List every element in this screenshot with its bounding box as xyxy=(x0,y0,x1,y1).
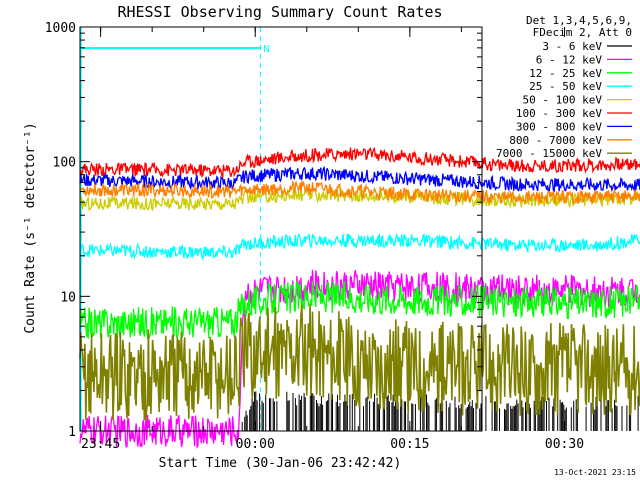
series-6-12-kev xyxy=(79,269,640,450)
series-trace xyxy=(79,304,640,421)
legend-item: 800 - 7000 keV xyxy=(509,134,632,147)
legend-header-line: FDecim 2, Att 0 xyxy=(533,26,632,39)
x-axis-label: Start Time (30-Jan-06 23:42:42) xyxy=(159,456,402,471)
y-tick-label: 100 xyxy=(53,156,76,171)
legend-item: 12 - 25 keV xyxy=(529,67,632,80)
annotations: NS xyxy=(263,44,269,55)
legend-label: 25 - 50 keV xyxy=(529,80,602,93)
legend-item: 3 - 6 keV xyxy=(542,40,632,53)
chart-title: RHESSI Observing Summary Count Rates xyxy=(117,3,442,21)
annotation-n: N xyxy=(263,44,269,55)
legend-item: 25 - 50 keV xyxy=(529,80,632,93)
legend-label: 300 - 800 keV xyxy=(516,120,602,133)
legend-header-line: Det 1,3,4,5,6,9, xyxy=(526,14,632,27)
series-trace xyxy=(79,269,640,450)
x-tick-label: 00:00 xyxy=(236,437,275,452)
legend: Det 1,3,4,5,6,9,FDecim 2, Att 03 - 6 keV… xyxy=(496,14,632,160)
legend-item: 100 - 300 keV xyxy=(516,107,632,120)
legend-label: 800 - 7000 keV xyxy=(509,134,602,147)
legend-item: 300 - 800 keV xyxy=(516,120,632,133)
legend-item: 50 - 100 keV xyxy=(523,94,632,107)
series-trace xyxy=(80,180,640,205)
y-tick: 1000 xyxy=(45,21,482,36)
y-tick: 10 xyxy=(60,290,482,305)
legend-label: 6 - 12 keV xyxy=(536,53,603,66)
y-tick-label: 1 xyxy=(68,425,76,440)
x-tick: 00:30 xyxy=(545,27,584,452)
x-tick-label: 00:15 xyxy=(390,437,429,452)
legend-item: 6 - 12 keV xyxy=(536,53,632,66)
series-7000-15000-kev xyxy=(79,304,640,421)
axes xyxy=(79,26,483,432)
series-trace xyxy=(79,232,640,262)
y-axis-label: Count Rate (s⁻¹ detector⁻¹) xyxy=(23,122,38,333)
series-300-800-kev xyxy=(79,165,640,193)
series-800-7000-kev xyxy=(80,180,640,205)
legend-label: 12 - 25 keV xyxy=(529,67,602,80)
x-tick-label: 23:45 xyxy=(81,437,120,452)
y-tick-label: 1000 xyxy=(45,21,76,36)
series-layer xyxy=(79,146,640,450)
legend-label: 50 - 100 keV xyxy=(523,94,603,107)
legend-item: 7000 - 15000 keV xyxy=(496,147,632,160)
series-3-6-kev xyxy=(241,391,639,431)
x-tick-label: 00:30 xyxy=(545,437,584,452)
series-25-50-kev xyxy=(79,232,640,262)
series-100-300-kev xyxy=(79,146,640,180)
legend-label: 7000 - 15000 keV xyxy=(496,147,602,160)
series-trace xyxy=(79,165,640,193)
plot-frame xyxy=(79,26,483,432)
y-tick-label: 10 xyxy=(60,290,76,305)
series-trace xyxy=(79,146,640,180)
series-trace xyxy=(241,391,639,431)
series-trace xyxy=(79,280,640,341)
legend-label: 3 - 6 keV xyxy=(542,40,602,53)
y-axis-ticks: 1 10 100 1000 xyxy=(45,21,482,440)
generation-timestamp: 13-Oct-2021 23:15 xyxy=(554,468,636,477)
legend-label: 100 - 300 keV xyxy=(516,107,602,120)
series-12-25-kev xyxy=(79,280,640,341)
y-tick: 1 xyxy=(68,425,482,440)
y-tick: 100 xyxy=(53,156,482,171)
